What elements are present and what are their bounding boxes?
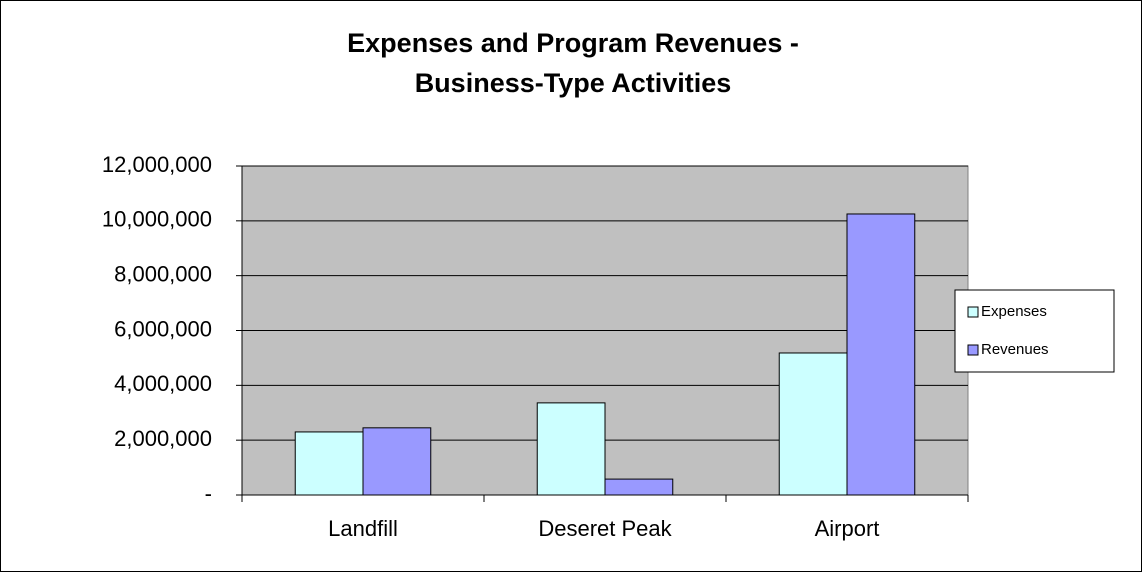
bar	[362, 427, 432, 496]
bar	[604, 478, 674, 496]
chart-subtitle: Business-Type Activities	[415, 68, 732, 98]
legend-label: Revenues	[981, 341, 1049, 358]
chart-title: Expenses and Program Revenues -	[347, 28, 799, 58]
bar	[294, 431, 364, 496]
y-tick-label: 12,000,000	[102, 152, 212, 177]
legend-swatch	[967, 306, 979, 318]
y-tick-label: 4,000,000	[114, 371, 212, 396]
x-tick-label: Deseret Peak	[538, 516, 672, 541]
bar	[846, 213, 916, 496]
y-tick-label: 6,000,000	[114, 316, 212, 341]
legend-box	[954, 289, 1115, 373]
x-tick-label: Landfill	[328, 516, 398, 541]
legend-swatch	[967, 344, 979, 356]
x-tick-label: Airport	[815, 516, 880, 541]
y-tick-label: -	[205, 481, 212, 506]
y-tick-label: 8,000,000	[114, 261, 212, 286]
legend-label: Expenses	[981, 303, 1047, 320]
y-tick-label: 10,000,000	[102, 207, 212, 232]
bar	[778, 352, 848, 496]
y-tick-label: 2,000,000	[114, 426, 212, 451]
bar	[536, 402, 606, 496]
